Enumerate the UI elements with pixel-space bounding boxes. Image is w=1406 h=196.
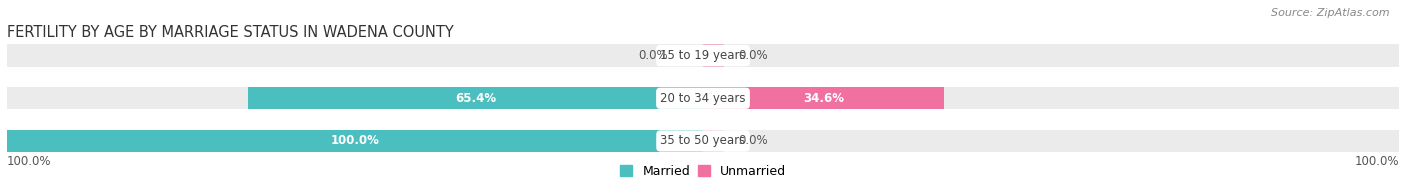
Bar [7, 130, 703, 152]
Text: FERTILITY BY AGE BY MARRIAGE STATUS IN WADENA COUNTY: FERTILITY BY AGE BY MARRIAGE STATUS IN W… [7, 25, 454, 40]
Text: 0.0%: 0.0% [738, 49, 768, 62]
Text: 100.0%: 100.0% [7, 155, 52, 168]
Bar [7, 130, 1399, 152]
Text: 0.0%: 0.0% [738, 134, 768, 147]
Text: 65.4%: 65.4% [456, 92, 496, 105]
Text: 100.0%: 100.0% [330, 134, 380, 147]
Bar [7, 44, 1399, 67]
Text: 100.0%: 100.0% [1354, 155, 1399, 168]
Text: 20 to 34 years: 20 to 34 years [661, 92, 745, 105]
Bar [703, 44, 724, 67]
Text: 0.0%: 0.0% [638, 49, 668, 62]
Bar [7, 87, 1399, 109]
Bar [703, 130, 724, 152]
Text: 35 to 50 years: 35 to 50 years [661, 134, 745, 147]
Bar [703, 87, 943, 109]
Text: Source: ZipAtlas.com: Source: ZipAtlas.com [1271, 8, 1389, 18]
Legend: Married, Unmarried: Married, Unmarried [620, 164, 786, 178]
Text: 15 to 19 years: 15 to 19 years [661, 49, 745, 62]
Bar [247, 87, 703, 109]
Text: 34.6%: 34.6% [803, 92, 844, 105]
